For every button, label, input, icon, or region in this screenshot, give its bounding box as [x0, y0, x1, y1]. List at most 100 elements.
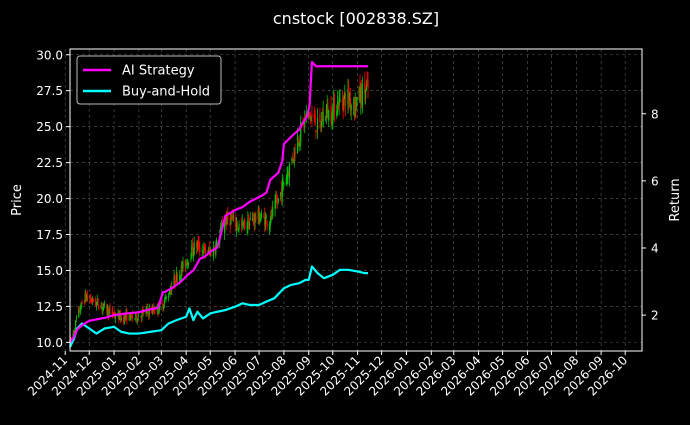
candle-body: [173, 276, 175, 286]
candle-body: [264, 217, 267, 224]
candle-body: [339, 99, 341, 102]
candle-body: [191, 242, 194, 254]
candle-body: [90, 297, 92, 302]
candle-body: [129, 314, 131, 321]
candle-body: [153, 309, 155, 313]
right-tick-label: 4: [651, 241, 659, 255]
candle-body: [288, 163, 291, 178]
candle-body: [269, 222, 271, 226]
candle-body: [70, 338, 72, 340]
candle-body: [109, 308, 111, 310]
candle-body: [263, 216, 265, 218]
candle-body: [268, 224, 271, 230]
candle-body: [237, 228, 239, 230]
left-tick-label: 25.0: [36, 120, 63, 134]
candle-body: [107, 307, 110, 316]
candle-body: [361, 83, 364, 105]
candle-body: [232, 217, 234, 219]
candle-body: [141, 311, 143, 317]
candle-body: [349, 98, 351, 108]
candle-body: [255, 216, 257, 220]
candle-body: [192, 252, 194, 257]
candle-body: [179, 274, 181, 284]
candle-body: [361, 89, 363, 104]
candle-body: [259, 219, 261, 221]
candle-body: [274, 200, 276, 209]
candle-body: [359, 85, 361, 101]
candle-body: [134, 318, 136, 320]
candle-body: [184, 259, 186, 268]
legend-box: [76, 55, 222, 105]
candle-body: [135, 312, 138, 321]
candle-body: [195, 242, 198, 248]
candle-body: [260, 217, 262, 222]
candle-body: [169, 290, 171, 294]
candle-body: [146, 308, 148, 309]
candle-body: [212, 247, 215, 257]
candle-body: [248, 222, 251, 226]
left-tick-label: 17.5: [36, 228, 63, 242]
candle-body: [365, 85, 368, 92]
candle-body: [224, 223, 226, 233]
candle-body: [238, 224, 240, 229]
candle-body: [313, 115, 315, 118]
candle-body: [310, 116, 312, 122]
candle-body: [321, 116, 323, 122]
right-tick-label: 6: [651, 174, 659, 188]
candle-body: [294, 150, 296, 155]
candle-body: [330, 106, 332, 124]
candle-body: [303, 121, 305, 128]
candle-body: [210, 249, 212, 256]
candle-body: [352, 106, 355, 108]
candle-body: [95, 301, 98, 306]
x-axis: 2024-112024-122025-012025-022025-032025-…: [25, 351, 630, 399]
candle-body: [91, 300, 93, 302]
candle-body: [296, 137, 299, 153]
legend: AI Strategy Buy-and-Hold: [76, 55, 222, 105]
candle-body: [75, 318, 78, 320]
candle-body: [254, 214, 256, 223]
candle-body: [341, 99, 343, 103]
candle-body: [280, 192, 282, 197]
candle-body: [336, 100, 339, 113]
candle-body: [162, 303, 164, 309]
candle-body: [276, 198, 278, 202]
candle-body: [199, 247, 201, 253]
buy-and-hold-series: [69, 265, 369, 348]
candle-body: [344, 92, 346, 97]
candle-body: [230, 217, 232, 224]
candle-body: [73, 331, 75, 334]
plot-frame: [69, 48, 643, 352]
right-tick-label: 2: [651, 309, 659, 323]
candle-body: [201, 249, 203, 251]
candle-body: [297, 139, 299, 144]
candle-body: [185, 262, 187, 267]
candle-body: [235, 217, 237, 228]
candle-body: [244, 219, 246, 230]
left-tick-label: 27.5: [36, 84, 63, 98]
candle-body: [247, 218, 249, 230]
candle-body: [236, 225, 239, 228]
ai-strategy-line: [69, 60, 369, 343]
candle-body: [197, 241, 199, 243]
candle-body: [320, 125, 322, 127]
candle-body: [231, 216, 233, 220]
candle-body: [272, 207, 274, 217]
candle-body: [102, 306, 104, 311]
candle-body: [131, 314, 133, 316]
candle-body: [83, 302, 86, 303]
candle-body: [174, 274, 176, 284]
right-y-axis: 2 4 6 8: [642, 107, 659, 323]
candle-body: [91, 297, 94, 301]
candle-body: [101, 303, 103, 309]
candle-body: [123, 316, 125, 323]
candle-body: [203, 244, 206, 248]
candle-body: [358, 87, 360, 100]
candle-body: [353, 104, 355, 112]
candle-body: [179, 276, 182, 278]
candle-body: [142, 309, 144, 311]
candle-body: [243, 220, 245, 228]
candle-body: [292, 156, 294, 161]
candle-body: [316, 130, 318, 132]
candle-body: [151, 310, 153, 314]
